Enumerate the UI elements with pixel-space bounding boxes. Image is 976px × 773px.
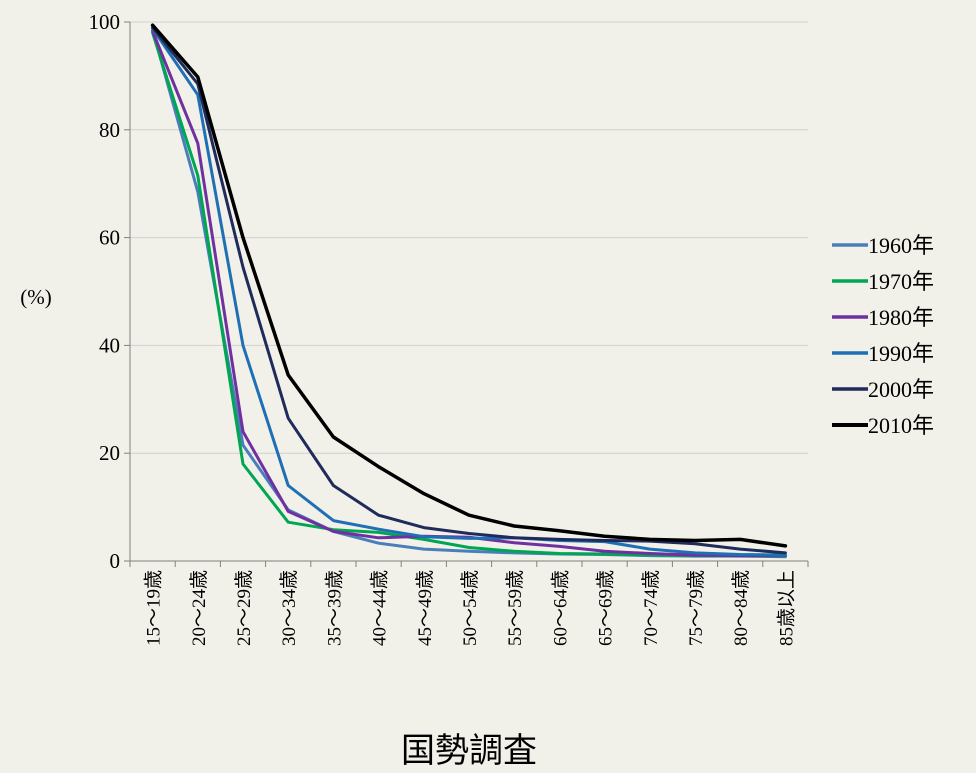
legend-label: 1970年 xyxy=(868,269,934,294)
x-tick-label: 40〜44歳 xyxy=(369,570,391,646)
x-tick-label: 15〜19歳 xyxy=(143,570,165,646)
series-line-2000年 xyxy=(151,25,787,555)
series-line-1970年 xyxy=(151,31,787,558)
x-tick-label: 20〜24歳 xyxy=(188,570,210,646)
legend-label: 1960年 xyxy=(868,233,934,258)
x-tick-label: 25〜29歳 xyxy=(233,570,255,646)
x-tick-labels: 15〜19歳 20〜24歳 25〜29歳 30〜34歳 35〜39歳 40〜44歳 45〜4… xyxy=(129,561,809,646)
legend-label: 2000年 xyxy=(868,377,934,402)
gridlines xyxy=(124,21,808,562)
series-line-1990年 xyxy=(151,27,787,557)
x-tick-label: 55〜59歳 xyxy=(504,570,526,646)
x-tick-label: 30〜34歳 xyxy=(278,570,300,646)
x-tick-label: 75〜79歳 xyxy=(685,570,707,646)
series-line-1960年 xyxy=(151,28,787,559)
y-tick-label: 80 xyxy=(99,118,120,142)
x-tick-label: 45〜49歳 xyxy=(414,570,436,646)
axes xyxy=(129,22,808,562)
x-tick-label: 35〜39歳 xyxy=(323,570,345,646)
series-line-1980年 xyxy=(151,29,787,558)
y-tick-labels: 0 20 40 60 80 100 xyxy=(89,10,121,573)
y-tick-label: 60 xyxy=(99,226,120,250)
y-tick-label: 40 xyxy=(99,333,120,357)
y-axis-label: (%) xyxy=(20,285,51,309)
legend-label: 1990年 xyxy=(868,341,934,366)
y-tick-label: 100 xyxy=(89,10,121,34)
y-tick-label: 0 xyxy=(110,549,121,573)
x-tick-label: 65〜69歳 xyxy=(595,570,617,646)
legend-label: 2010年 xyxy=(868,413,934,438)
x-tick-label: 85歳以上 xyxy=(775,570,797,646)
x-tick-label: 60〜64歳 xyxy=(549,570,571,646)
x-axis-label: 国勢調査 xyxy=(401,732,537,770)
series-line-2010年 xyxy=(150,23,788,548)
x-tick-label: 70〜74歳 xyxy=(640,570,662,646)
y-tick-label: 20 xyxy=(99,441,120,465)
x-tick-label: 80〜84歳 xyxy=(730,570,752,646)
x-tick-label: 50〜54歳 xyxy=(459,570,481,646)
legend: 1960年 1970年 1980年 1990年 2000年 2010年 xyxy=(832,233,934,438)
legend-label: 1980年 xyxy=(868,305,934,330)
series-lines xyxy=(150,23,788,559)
